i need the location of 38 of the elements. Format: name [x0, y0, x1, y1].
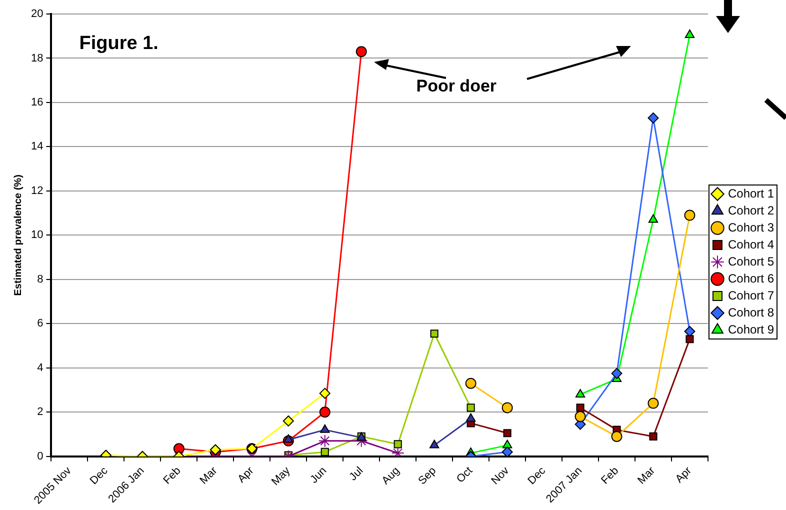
- y-tick-label: 14: [30, 140, 44, 153]
- x-tick-label: Apr: [236, 464, 256, 486]
- legend-label: Cohort 1: [728, 186, 774, 200]
- x-tick-label: Jun: [308, 464, 330, 486]
- y-tick-label: 4: [37, 362, 44, 374]
- x-tick-label: Dec: [526, 464, 548, 488]
- x-tick-label: Feb: [161, 464, 184, 487]
- x-tick-label: Jul: [347, 464, 366, 484]
- legend-label: Cohort 5: [728, 254, 774, 268]
- x-tick-label: May: [269, 464, 294, 488]
- y-axis-title: Estimated prevalence (%): [12, 174, 24, 296]
- x-tick-label: Sep: [416, 464, 439, 488]
- y-tick-label: 0: [37, 450, 44, 462]
- legend-label: Cohort 4: [728, 237, 774, 252]
- x-tick-label: Mar: [198, 464, 220, 487]
- y-tick-label: 18: [30, 52, 44, 64]
- legend-label: Cohort 3: [728, 220, 774, 234]
- legend-label: Cohort 8: [728, 305, 774, 320]
- legend-label: Cohort 6: [728, 271, 774, 286]
- y-tick-label: 10: [30, 229, 44, 242]
- legend-label: Cohort 2: [728, 203, 774, 218]
- legend-label: Cohort 9: [728, 322, 774, 336]
- y-tick-label: 8: [37, 273, 44, 286]
- x-tick-label: Nov: [489, 464, 512, 488]
- legend-label: Cohort 7: [728, 288, 774, 302]
- text: Figure 1.: [79, 33, 158, 54]
- annotation: Poor doer: [416, 76, 497, 96]
- x-tick-label: Mar: [636, 464, 658, 487]
- x-tick-label: Feb: [599, 464, 622, 487]
- x-tick-label: Oct: [454, 464, 476, 486]
- y-tick-label: 6: [37, 318, 44, 330]
- x-tick-label: Aug: [380, 464, 402, 488]
- y-tick-label: 20: [30, 8, 44, 20]
- x-tick-label: Dec: [88, 464, 111, 488]
- y-tick-label: 12: [30, 184, 44, 197]
- y-tick-label: 2: [37, 406, 44, 418]
- x-tick-label: Apr: [673, 464, 694, 486]
- y-tick-label: 16: [30, 96, 44, 109]
